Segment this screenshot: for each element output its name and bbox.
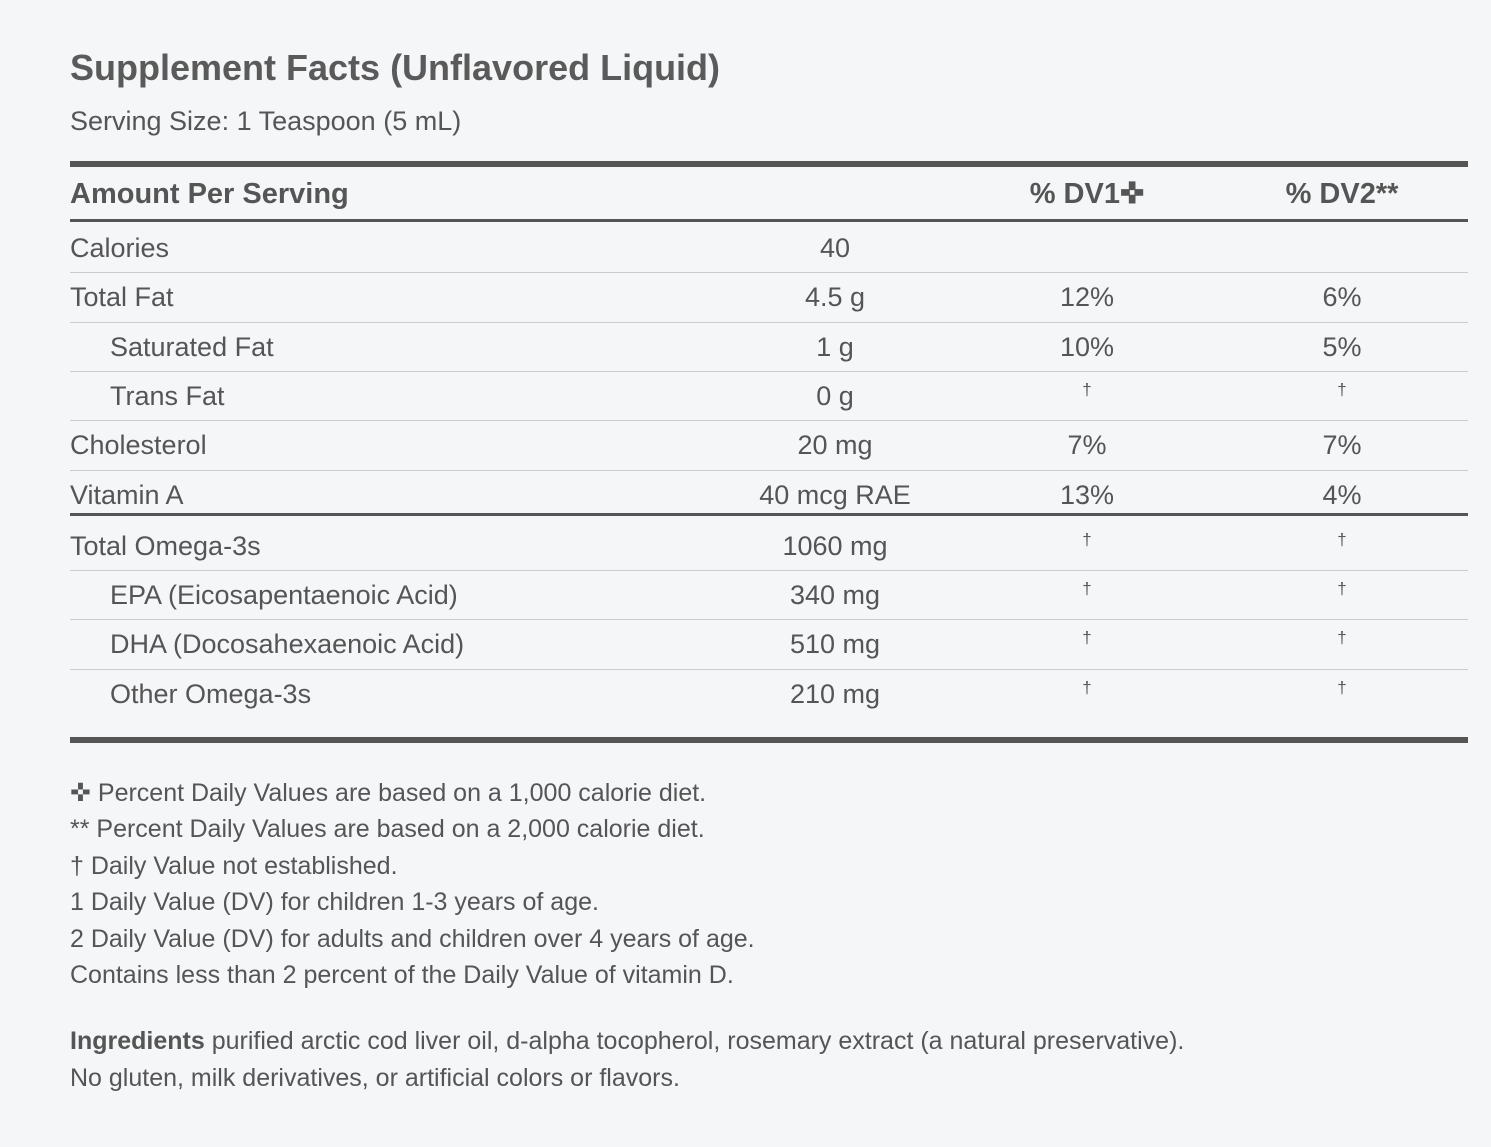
row-amount: 40 mcg RAE <box>759 479 911 510</box>
row-divider <box>70 619 1468 621</box>
footnote: ** Percent Daily Values are based on a 2… <box>70 815 705 844</box>
ingredients-note: No gluten, milk derivatives, or artifici… <box>70 1064 680 1092</box>
row-amount: 510 mg <box>789 629 881 660</box>
footnote: 1 Daily Value (DV) for children 1-3 year… <box>70 888 599 917</box>
footnote: Contains less than 2 percent of the Dail… <box>70 961 734 989</box>
row-amount: 1060 mg <box>782 530 888 561</box>
footnote: † Daily Value not established. <box>70 851 398 880</box>
row-label: Vitamin A <box>70 479 184 510</box>
row-dv1: 13% <box>1059 479 1115 510</box>
column-header: Amount Per Serving <box>70 178 349 210</box>
row-label: Other Omega-3s <box>110 678 312 709</box>
row-amount: 210 mg <box>789 678 881 709</box>
row-dv1: † <box>1082 379 1092 399</box>
footnote: 2 Daily Value (DV) for adults and childr… <box>70 924 755 953</box>
row-dv2: 4% <box>1322 479 1362 510</box>
row-amount: 4.5 g <box>804 282 866 313</box>
row-label: Trans Fat <box>110 380 225 411</box>
row-divider <box>70 668 1468 670</box>
column-header: % DV2** <box>1285 178 1399 210</box>
row-dv1: 7% <box>1067 430 1107 461</box>
row-amount: 1 g <box>816 331 854 362</box>
row-dv2: † <box>1337 529 1347 549</box>
row-divider <box>70 570 1468 572</box>
column-header: % DV1✜ <box>1029 178 1145 210</box>
title: Supplement Facts (Unflavored Liquid) <box>70 47 721 88</box>
row-dv2: 7% <box>1322 430 1362 461</box>
section-rule <box>70 512 1468 516</box>
row-label: Saturated Fat <box>110 331 274 362</box>
ingredients-label: Ingredients <box>70 1027 205 1055</box>
row-dv1: † <box>1082 579 1092 599</box>
row-dv2: † <box>1337 579 1347 599</box>
row-dv1: 10% <box>1059 331 1115 362</box>
row-dv1: † <box>1082 628 1092 648</box>
footnote: ✜ Percent Daily Values are based on a 1,… <box>70 779 707 807</box>
row-label: Total Fat <box>70 282 174 313</box>
ingredients: Ingredients purified arctic cod liver oi… <box>70 1029 1184 1054</box>
row-label: DHA (Docosahexaenoic Acid) <box>110 629 465 660</box>
row-amount: 20 mg <box>797 430 873 461</box>
row-dv1: † <box>1082 529 1092 549</box>
row-dv1: † <box>1082 677 1092 697</box>
row-amount: 40 <box>819 233 851 263</box>
row-label: Cholesterol <box>70 430 207 461</box>
row-label: EPA (Eicosapentaenoic Acid) <box>110 580 458 611</box>
row-dv2: † <box>1337 379 1347 399</box>
row-amount: 340 mg <box>789 580 881 611</box>
row-dv2: 6% <box>1322 282 1362 313</box>
ingredients-text: purified arctic cod liver oil, d-alpha t… <box>211 1027 1185 1055</box>
row-divider <box>70 272 1468 274</box>
row-dv2: † <box>1337 628 1347 648</box>
row-divider <box>70 420 1468 422</box>
row-divider <box>70 370 1468 372</box>
row-dv2: 5% <box>1322 331 1362 362</box>
top-rule <box>70 161 1468 167</box>
header-rule <box>70 219 1468 222</box>
row-label: Total Omega-3s <box>70 530 261 561</box>
row-dv2: † <box>1337 677 1347 697</box>
row-divider <box>70 321 1468 323</box>
row-label: Calories <box>70 233 170 263</box>
row-dv1: 12% <box>1059 282 1115 313</box>
row-amount: 0 g <box>816 380 854 411</box>
serving-size: Serving Size: 1 Teaspoon (5 mL) <box>70 106 462 136</box>
bottom-rule <box>70 737 1468 743</box>
row-divider <box>70 469 1468 471</box>
